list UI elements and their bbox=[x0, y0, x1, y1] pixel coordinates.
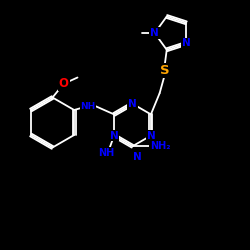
Text: O: O bbox=[59, 77, 69, 90]
Text: NH₂: NH₂ bbox=[150, 141, 170, 151]
Text: NH: NH bbox=[80, 102, 96, 111]
Text: N: N bbox=[182, 38, 191, 48]
Text: N: N bbox=[110, 130, 118, 140]
Text: N: N bbox=[133, 152, 142, 162]
Text: N: N bbox=[128, 99, 137, 109]
Text: N: N bbox=[146, 130, 155, 140]
Text: NH: NH bbox=[98, 148, 115, 158]
Text: S: S bbox=[160, 64, 170, 77]
Text: N: N bbox=[150, 28, 159, 38]
